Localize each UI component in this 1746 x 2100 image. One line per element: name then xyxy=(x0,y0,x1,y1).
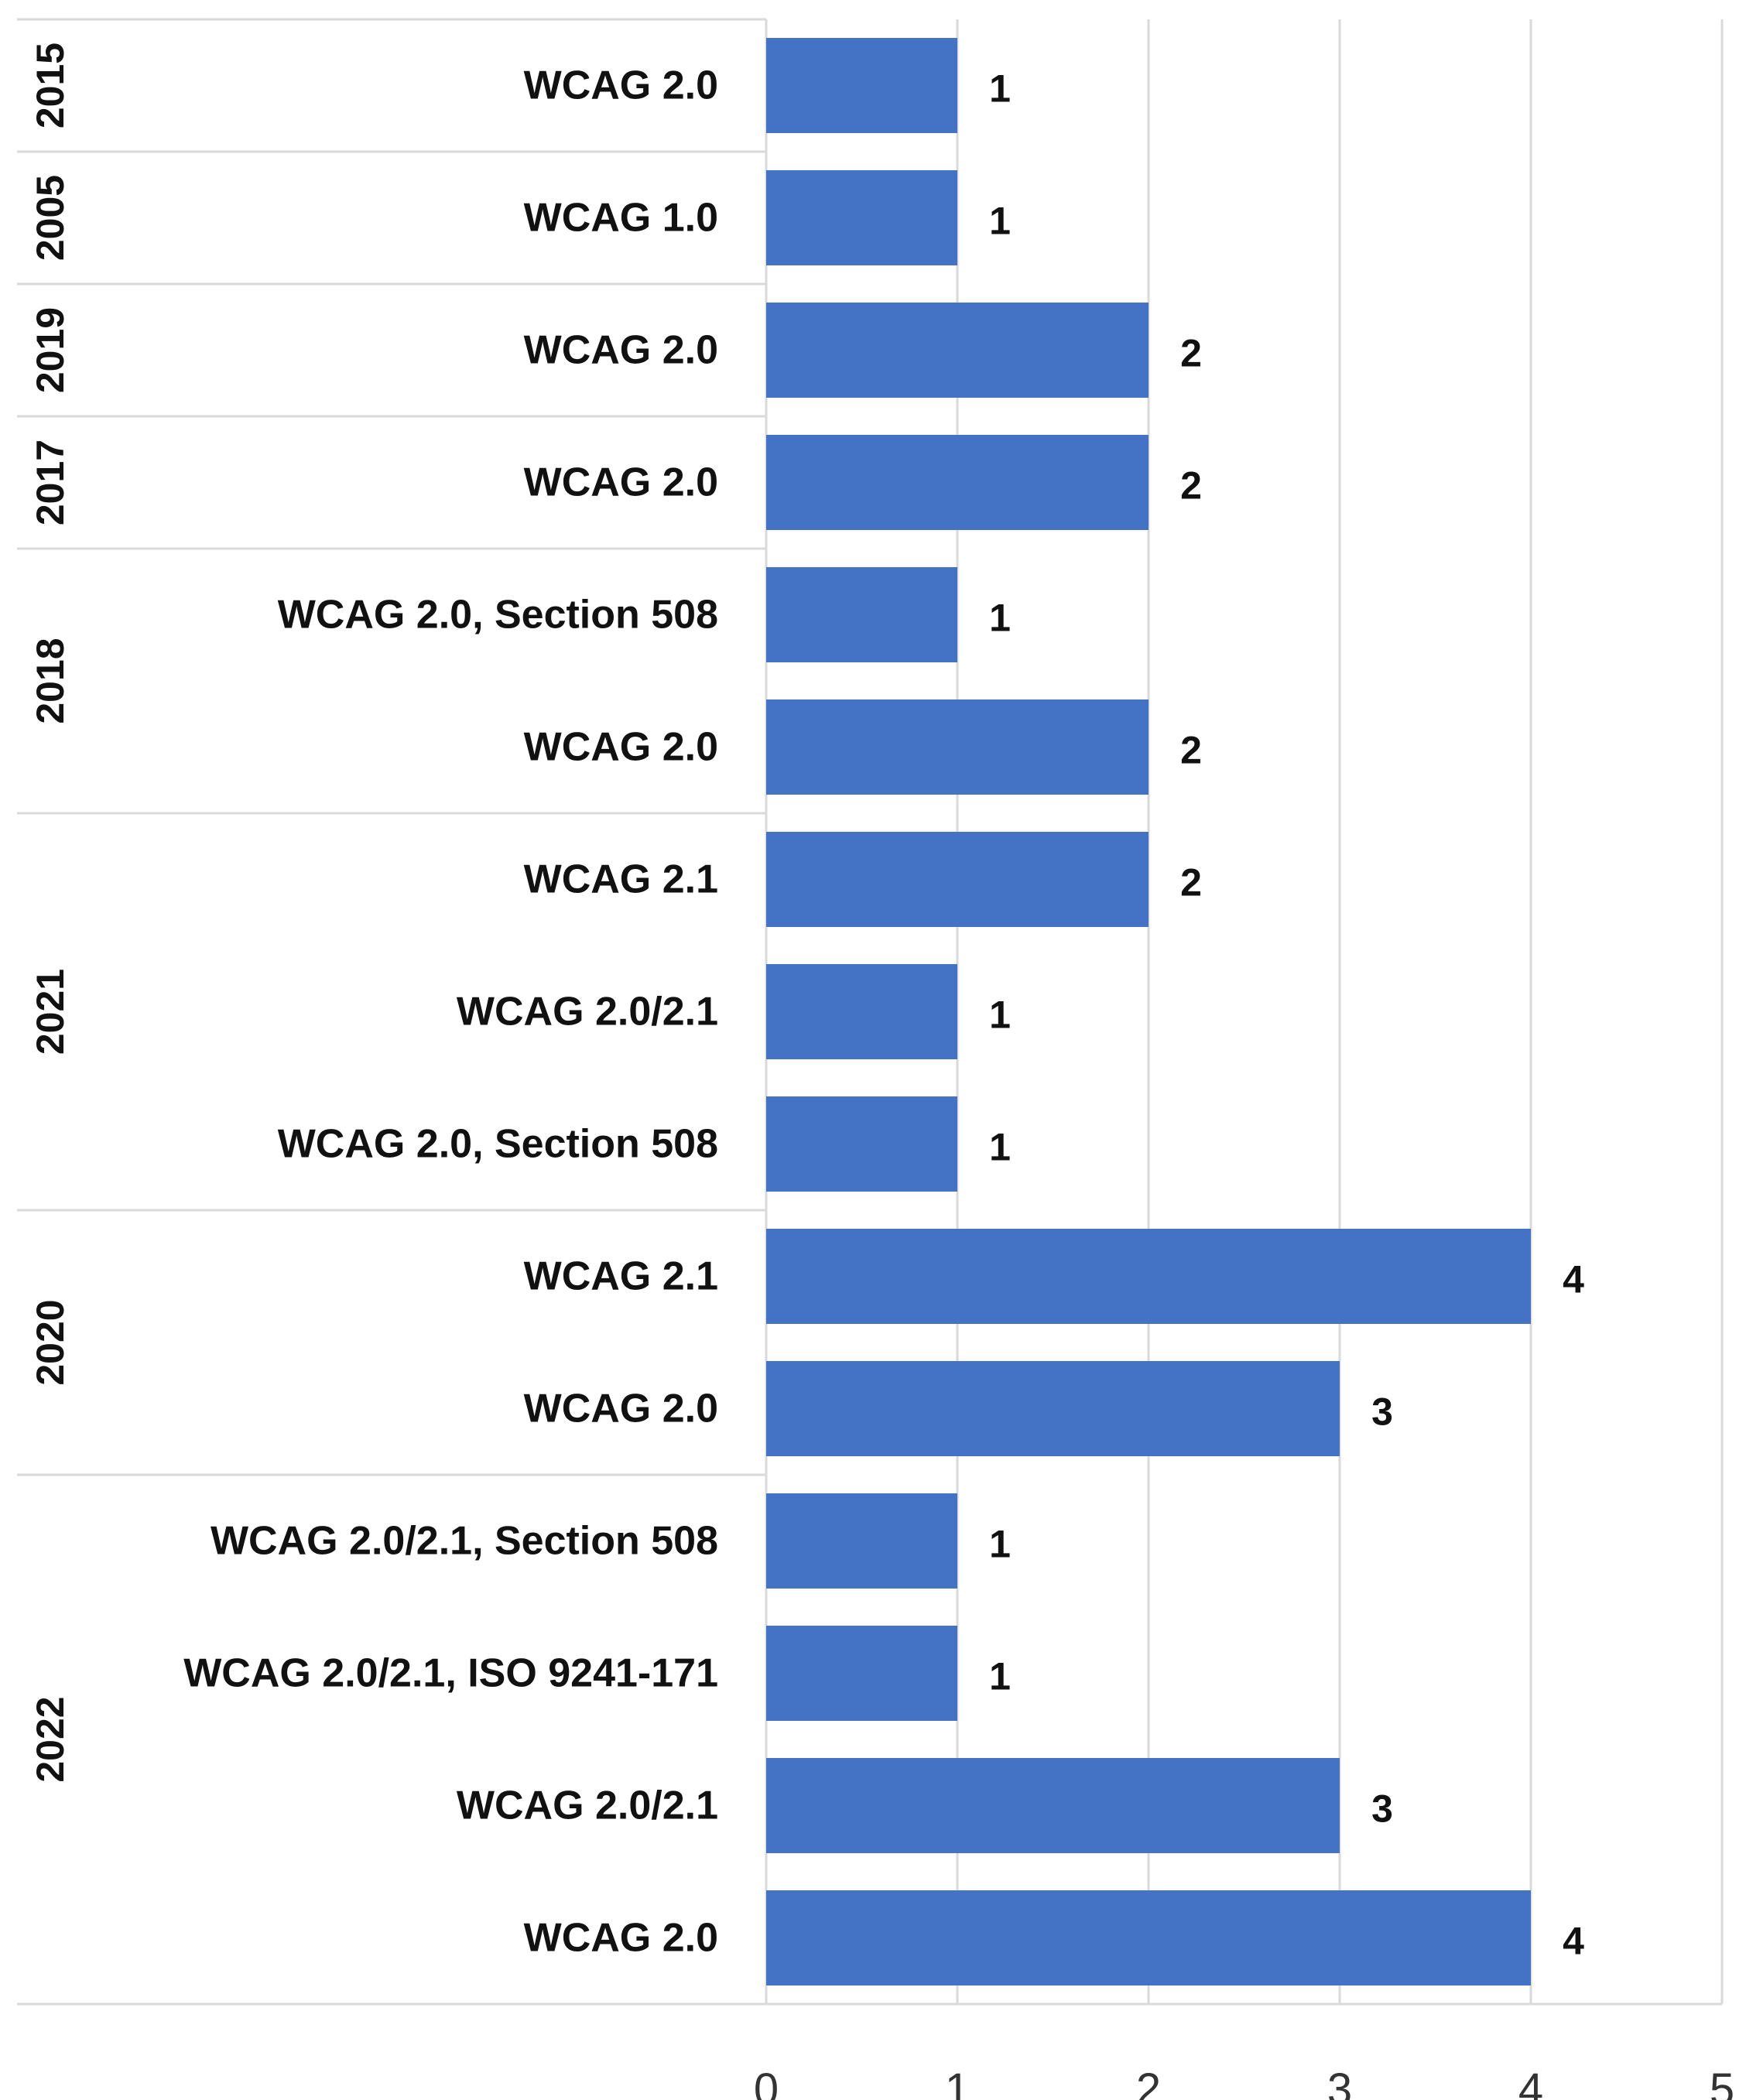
bar xyxy=(766,1493,957,1589)
year-label: 2018 xyxy=(29,638,72,723)
data-label: 3 xyxy=(1371,1787,1393,1831)
x-tick-label: 0 xyxy=(754,2064,779,2100)
data-label: 2 xyxy=(1180,464,1202,508)
x-tick-label: 5 xyxy=(1710,2064,1734,2100)
category-label: WCAG 2.0/2.1 xyxy=(457,1784,718,1828)
bar xyxy=(766,832,1149,927)
year-label: 2017 xyxy=(29,439,72,525)
category-label: WCAG 2.0 xyxy=(524,328,718,373)
category-label: WCAG 2.0, Section 508 xyxy=(278,1122,718,1167)
x-tick-label: 3 xyxy=(1327,2064,1352,2100)
data-label: 1 xyxy=(989,597,1011,640)
bar xyxy=(766,303,1149,398)
year-label: 2015 xyxy=(29,43,72,128)
category-label: WCAG 2.0 xyxy=(524,63,718,108)
bar xyxy=(766,1626,957,1721)
category-label: WCAG 2.0/2.1 xyxy=(457,990,718,1035)
bar xyxy=(766,170,957,265)
bar xyxy=(766,699,1149,795)
bar xyxy=(766,1890,1531,1985)
bar xyxy=(766,1758,1340,1853)
bar xyxy=(766,38,957,133)
data-label: 1 xyxy=(989,1655,1011,1698)
data-label: 4 xyxy=(1563,1920,1584,1963)
x-tick-label: 1 xyxy=(945,2064,970,2100)
category-label: WCAG 2.0, Section 508 xyxy=(278,593,718,638)
bar xyxy=(766,1229,1531,1324)
data-label: 1 xyxy=(989,67,1011,111)
category-label: WCAG 2.0 xyxy=(524,1916,718,1961)
x-tick-label: 4 xyxy=(1518,2064,1543,2100)
year-label: 2019 xyxy=(29,307,72,393)
category-label: WCAG 2.0 xyxy=(524,460,718,505)
year-label: 2005 xyxy=(29,175,72,261)
category-label: WCAG 2.0 xyxy=(524,1387,718,1431)
bar xyxy=(766,567,957,662)
category-label: WCAG 2.1 xyxy=(524,857,718,902)
year-label: 2020 xyxy=(29,1299,72,1385)
x-tick-label: 2 xyxy=(1136,2064,1161,2100)
category-label: WCAG 2.0/2.1, Section 508 xyxy=(211,1519,718,1564)
category-label: WCAG 2.0 xyxy=(524,725,718,770)
bar xyxy=(766,1096,957,1192)
category-label: WCAG 2.0/2.1, ISO 9241-171 xyxy=(183,1651,718,1696)
bar xyxy=(766,435,1149,530)
data-label: 4 xyxy=(1563,1258,1584,1301)
data-label: 2 xyxy=(1180,332,1202,375)
data-label: 2 xyxy=(1180,729,1202,772)
bar xyxy=(766,964,957,1059)
data-label: 2 xyxy=(1180,861,1202,905)
bar xyxy=(766,1361,1340,1456)
year-label: 2022 xyxy=(29,1696,72,1782)
year-label: 2021 xyxy=(29,969,72,1055)
data-label: 1 xyxy=(989,1523,1011,1566)
data-label: 1 xyxy=(989,1126,1011,1169)
category-label: WCAG 2.1 xyxy=(524,1254,718,1299)
data-label: 1 xyxy=(989,994,1011,1037)
data-label: 1 xyxy=(989,200,1011,243)
data-label: 3 xyxy=(1371,1390,1393,1434)
category-label: WCAG 1.0 xyxy=(524,196,718,241)
